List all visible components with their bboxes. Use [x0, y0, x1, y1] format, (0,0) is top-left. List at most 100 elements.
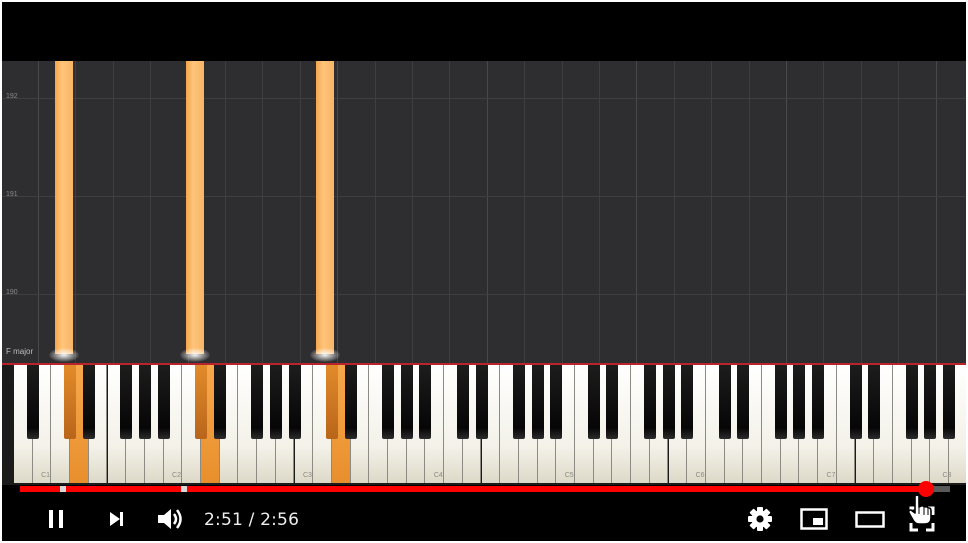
octave-label: C7 [826, 472, 836, 479]
miniplayer-icon [800, 508, 828, 530]
next-icon [110, 512, 123, 526]
measure-line [2, 294, 966, 295]
black-key [195, 365, 207, 439]
time-display: 2:51 / 2:56 [204, 510, 300, 530]
pause-icon [49, 510, 63, 528]
black-key [868, 365, 881, 439]
player-controls: 2:51 / 2:56 [2, 498, 966, 540]
grid-line [599, 61, 600, 363]
black-key [737, 365, 750, 439]
chapter-marker [180, 486, 187, 492]
grid-line [786, 61, 787, 363]
black-key [812, 365, 825, 439]
black-key [924, 365, 937, 439]
grid-line [150, 61, 152, 363]
black-key [643, 365, 656, 439]
octave-label: C6 [695, 472, 705, 479]
grid-line [299, 61, 301, 363]
black-key [120, 365, 133, 439]
grid-line [748, 61, 750, 363]
key-signature-label: F major [6, 347, 34, 356]
grid-line [374, 61, 376, 363]
octave-label: C8 [942, 472, 952, 479]
black-key [531, 365, 544, 439]
grid-line [262, 61, 264, 363]
measure-line [2, 98, 966, 99]
octave-label: C2 [172, 472, 181, 479]
grid-line [112, 61, 114, 363]
theater-mode-button[interactable] [850, 498, 890, 540]
black-key [344, 365, 357, 439]
gear-icon [748, 507, 772, 531]
settings-button[interactable] [742, 498, 778, 540]
grid-line [225, 61, 226, 363]
piano-roll-area: 192 191 190 F major [2, 61, 966, 363]
note-glow [49, 348, 79, 362]
grid-line [524, 61, 526, 363]
octave-label: C3 [302, 472, 312, 479]
black-key [905, 365, 918, 439]
black-key [475, 365, 488, 439]
black-key [213, 365, 226, 439]
grid-line [449, 61, 451, 363]
measure-label: 191 [6, 191, 18, 198]
black-key [288, 365, 301, 439]
grid-line [38, 61, 39, 363]
octave-label: C5 [564, 472, 574, 479]
black-key [64, 365, 77, 439]
grid-line [75, 61, 77, 363]
black-key [662, 365, 675, 439]
black-key [157, 365, 170, 439]
black-key [269, 365, 282, 439]
black-key [587, 365, 600, 439]
octave-label: C4 [433, 472, 443, 479]
black-key [606, 365, 619, 439]
measure-line [2, 196, 966, 197]
black-key [419, 365, 432, 439]
black-key [382, 365, 394, 439]
black-key [550, 365, 563, 439]
piano-keyboard: C1 C2 C3 C4 C5 C6 C7 C8 [2, 365, 966, 485]
black-key [681, 365, 694, 439]
black-key [793, 365, 806, 439]
grid-line [636, 61, 638, 363]
keyboard-hit-line [2, 363, 966, 365]
progress-bar[interactable] [20, 481, 950, 497]
black-key [943, 365, 955, 439]
note-glow [180, 348, 210, 362]
octave-label: C1 [41, 472, 51, 479]
pause-button[interactable] [36, 498, 76, 540]
grid-line [561, 61, 563, 363]
falling-note [186, 61, 204, 354]
black-key [82, 365, 95, 439]
volume-icon [158, 509, 182, 529]
black-key [26, 365, 39, 439]
measure-label: 190 [6, 289, 18, 296]
grid-line [673, 61, 675, 363]
black-key [325, 365, 338, 439]
black-key [400, 365, 413, 439]
grid-line [823, 61, 825, 363]
grid-line [711, 61, 713, 363]
grid-line [898, 61, 900, 363]
grid-line [935, 61, 937, 363]
next-button[interactable] [98, 498, 134, 540]
scrubber-handle[interactable] [917, 481, 934, 497]
theater-mode-icon [855, 511, 885, 528]
note-glow [310, 348, 340, 362]
black-key [138, 365, 151, 439]
black-key [456, 365, 469, 439]
black-key [774, 365, 787, 439]
progress-played [20, 486, 926, 492]
black-key [718, 365, 731, 439]
miniplayer-button[interactable] [796, 498, 832, 540]
black-key [512, 365, 525, 439]
grid-line [860, 61, 862, 363]
falling-note [316, 61, 334, 354]
falling-note [55, 61, 73, 354]
grid-line [486, 61, 488, 363]
volume-button[interactable] [150, 498, 190, 540]
chapter-marker [59, 486, 66, 492]
hand-pointer-icon [907, 494, 932, 525]
